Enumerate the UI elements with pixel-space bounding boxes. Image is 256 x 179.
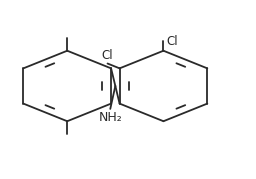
Text: Cl: Cl (102, 49, 113, 62)
Text: NH₂: NH₂ (98, 111, 122, 124)
Text: Cl: Cl (166, 35, 178, 48)
